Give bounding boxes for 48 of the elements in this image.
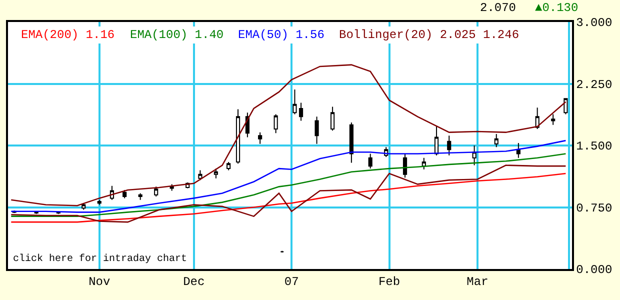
- y-tick-label: 0.000: [576, 263, 612, 278]
- candlestick: [422, 157, 426, 170]
- y-tick-label: 1.500: [576, 140, 612, 154]
- candlestick: [402, 153, 408, 178]
- x-tick-label: 07: [284, 275, 299, 290]
- candlestick: [226, 161, 231, 171]
- candlestick: [494, 133, 498, 148]
- candlestick: [368, 153, 372, 170]
- candlestick: [292, 89, 297, 115]
- candlestick: [198, 170, 202, 181]
- candlestick: [97, 199, 102, 206]
- candlestick: [280, 250, 284, 254]
- candlestick: [330, 106, 335, 132]
- annotation: click here for intraday chart: [13, 253, 188, 265]
- candlestick: [170, 184, 174, 192]
- x-tick-label: Mar: [466, 275, 488, 290]
- candlestick: [516, 142, 520, 158]
- y-tick-label: 2.250: [576, 78, 612, 92]
- candlestick: [564, 98, 568, 115]
- x-tick-label: Dec: [183, 275, 205, 290]
- text: EMA(200) 1.16: [21, 28, 115, 42]
- candlestick: [236, 108, 240, 164]
- candlestick: [535, 107, 540, 130]
- x-tick-label: Nov: [88, 275, 110, 290]
- candlestick: [349, 122, 354, 164]
- candlestick: [274, 114, 278, 134]
- x-tick-label: Feb: [378, 275, 400, 290]
- text: EMA(50) 1.56: [238, 28, 324, 42]
- candlestick: [551, 114, 556, 126]
- candlestick: [258, 132, 262, 144]
- series-label: Bollinger(20) 2.025 1.246: [339, 28, 520, 42]
- candlestick: [447, 135, 452, 156]
- line-series: [10, 64, 566, 206]
- text: EMA(100) 1.40: [130, 28, 224, 42]
- candlestick: [138, 192, 142, 200]
- candlestick: [434, 125, 439, 156]
- candlestick: [154, 186, 158, 198]
- text: 2.070: [480, 1, 516, 15]
- line-series: [10, 140, 566, 213]
- candlestick: [314, 116, 319, 144]
- text: ▲0.130: [535, 1, 578, 15]
- y-tick-label: 0.750: [576, 201, 612, 216]
- candlestick: [122, 189, 127, 199]
- y-tick-label: 3.000: [576, 16, 612, 30]
- candlestick: [472, 145, 476, 166]
- line-series: [10, 153, 566, 217]
- candlestick: [298, 102, 304, 122]
- candlestick: [214, 168, 218, 179]
